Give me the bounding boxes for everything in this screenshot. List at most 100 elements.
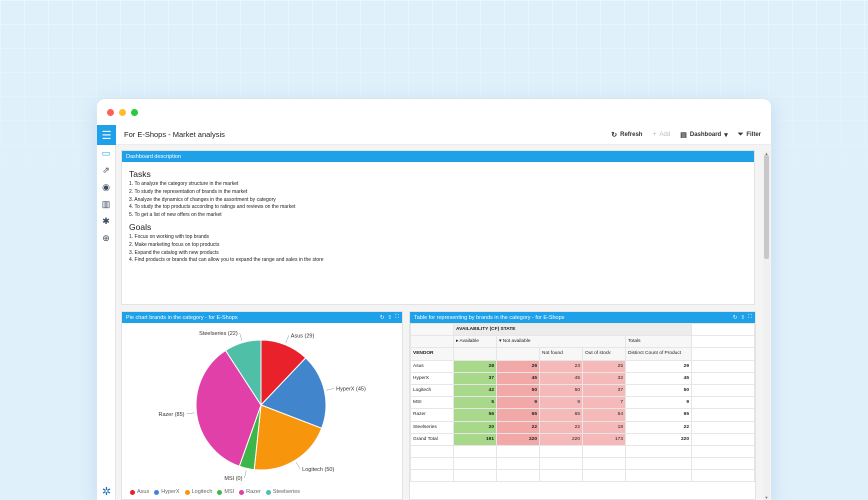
add-button[interactable]: + Add	[652, 131, 670, 138]
legend-swatch	[130, 489, 135, 495]
refresh-icon[interactable]: ↻	[732, 314, 738, 321]
list-item: 1. Focus on working with top brands	[129, 233, 210, 240]
globe-icon[interactable]: ◉	[102, 182, 110, 192]
total-cell: 29	[625, 359, 692, 373]
monitor-icon[interactable]: ▭	[101, 148, 111, 158]
pie-data-label: Asus (29)	[291, 333, 315, 339]
legend-item-hyperx[interactable]: HyperX	[154, 489, 180, 495]
legend-item-steelseries[interactable]: Steelseries	[265, 489, 300, 495]
table-row: Logitech 42 50 50 37 50	[410, 383, 755, 398]
available-cell: 37	[453, 371, 497, 385]
logo-icon[interactable]: ✲	[101, 486, 112, 498]
dashboard-content: Dashboard description Tasks 1. To analyz…	[116, 145, 771, 500]
vendor-header: VENDOR	[410, 347, 454, 361]
not-found-cell: 50	[539, 383, 583, 398]
close-window-button[interactable]	[107, 108, 114, 116]
legend-label: Asus	[137, 489, 150, 495]
not-available-header[interactable]: ▾ Not available	[496, 335, 626, 349]
export-icon[interactable]: ⇪	[387, 314, 393, 321]
topbar: For E-Shops - Market analysis ↻ Refresh …	[116, 125, 771, 145]
pie-panel: Pie chart brands in the category - for E…	[121, 311, 403, 500]
chart-icon[interactable]: ⇗	[102, 165, 110, 175]
pie-leader-line	[186, 412, 195, 415]
list-item: 4. To study the top products according t…	[129, 204, 296, 211]
vendor-cell: Grand Total	[410, 432, 454, 446]
add-label: Add	[659, 131, 671, 138]
empty-cell	[691, 322, 755, 337]
description-panel: Dashboard description Tasks 1. To analyz…	[121, 150, 755, 305]
not-available-cell: 45	[496, 371, 540, 385]
legend-item-msi[interactable]: MSI	[217, 489, 234, 495]
refresh-button[interactable]: ↻ Refresh	[611, 131, 642, 139]
available-cell: 191	[453, 432, 497, 446]
description-panel-header: Dashboard description	[122, 151, 754, 162]
pie-data-label: MSI (0)	[224, 476, 242, 482]
empty-cell	[691, 396, 755, 410]
minimize-window-button[interactable]	[119, 108, 126, 116]
legend-label: Logitech	[191, 489, 213, 495]
pivot-table: AVAILABILITY (CF) STATE ▸ Available ▾ No…	[410, 322, 755, 483]
dashboard-button[interactable]: ▤ Dashboard ▾	[680, 131, 727, 139]
distinct-count-header: Distinct Count of Product	[625, 347, 692, 361]
pie-slice-logitech[interactable]	[253, 404, 323, 471]
total-cell: 50	[625, 383, 692, 398]
list-item: 5. To get a list of new offers on the ma…	[129, 212, 222, 219]
pie-slice-steelseries[interactable]	[224, 339, 262, 407]
not-found-cell: 9	[539, 396, 583, 410]
plus-icon: +	[652, 131, 657, 138]
scroll-down-icon[interactable]: ▼	[764, 495, 769, 500]
export-icon[interactable]: ⇪	[740, 314, 746, 321]
pie-data-label: Razer (85)	[159, 412, 185, 418]
empty-cell	[410, 457, 454, 471]
table-row: Razer 56 65 65 54 65	[410, 408, 755, 422]
pie-panel-title: Pie chart brands in the category - for E…	[126, 314, 238, 321]
legend-item-logitech[interactable]: Logitech	[184, 489, 213, 495]
pie-slice-razer[interactable]	[195, 349, 262, 467]
out-of-stock-cell: 54	[582, 408, 626, 422]
vendor-cell: Logitech	[410, 383, 454, 398]
description-body: Tasks 1. To analyze the category structu…	[122, 162, 754, 270]
legend-swatch	[265, 489, 271, 495]
not-available-cell: 29	[496, 359, 540, 373]
empty-cell	[410, 469, 454, 483]
pie-leader-line	[285, 335, 290, 343]
pie-chart: Asus (29) HyperX (45) Logitech (50) MSI (0)…	[159, 331, 366, 482]
scroll-up-icon[interactable]: ▲	[764, 151, 769, 156]
filter-label: Filter	[746, 131, 761, 138]
empty-cell	[496, 347, 540, 361]
empty-cell	[691, 371, 755, 385]
expand-icon[interactable]: ⛶	[395, 314, 399, 320]
expand-icon[interactable]: ⛶	[748, 314, 752, 320]
goals-title: Goals	[129, 221, 152, 232]
maximize-window-button[interactable]	[131, 108, 138, 116]
dashboard-icon: ▤	[680, 131, 687, 139]
pie-data-label: HyperX (45)	[336, 386, 366, 392]
totals-header: Totals	[625, 335, 692, 349]
available-header[interactable]: ▸ Available	[453, 335, 497, 349]
available-cell: 56	[453, 408, 497, 422]
menu-icon[interactable]: ☰	[97, 125, 116, 145]
list-item: 4. Find products or brands that can allo…	[129, 257, 324, 264]
not-available-cell: 9	[496, 396, 540, 410]
legend-label: HyperX	[161, 489, 180, 495]
not-found-cell: 22	[539, 420, 583, 434]
out-of-stock-cell: 25	[582, 359, 626, 373]
table-row: Steelseries 20 22 22 18 22	[410, 420, 755, 434]
filter-button[interactable]: ⏷ Filter	[738, 131, 761, 139]
legend-item-asus[interactable]: Asus	[130, 489, 149, 495]
gear-icon[interactable]: ✱	[102, 216, 110, 226]
legend-item-razer[interactable]: Razer	[239, 489, 261, 495]
scroll-thumb[interactable]	[764, 155, 769, 259]
refresh-icon[interactable]: ↻	[379, 314, 385, 321]
legend-swatch	[184, 489, 190, 495]
pie-slice-hyperx[interactable]	[260, 357, 327, 429]
sidebar: ☰ ▭ ⇗ ◉ ▥ ✱ ⊕ ✲	[97, 125, 116, 500]
tasks-list: 1. To analyze the category structure in …	[129, 181, 747, 220]
network-icon[interactable]: ⊕	[102, 233, 110, 243]
pie-leader-line	[295, 461, 301, 470]
tasks-title: Tasks	[129, 169, 151, 179]
table-corner	[410, 322, 454, 337]
scrollbar[interactable]: ▲ ▼	[763, 151, 770, 500]
book-icon[interactable]: ▥	[101, 199, 111, 209]
vendor-cell: Steelseries	[410, 420, 454, 434]
